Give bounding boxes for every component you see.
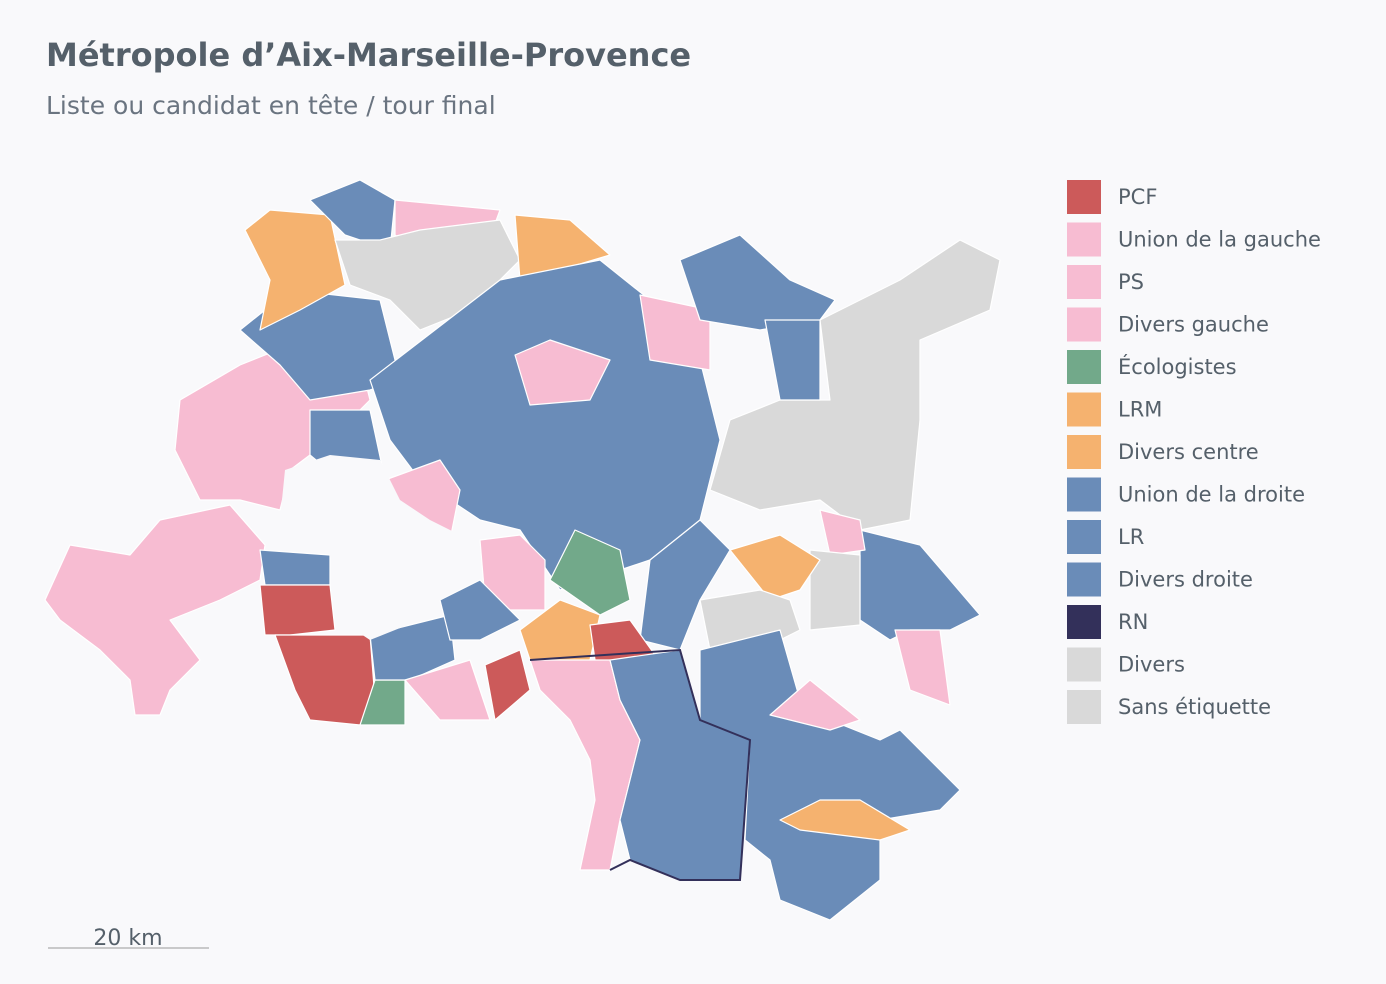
legend-label: Union de la gauche — [1118, 228, 1321, 252]
legend-label: RN — [1118, 610, 1148, 634]
region — [244, 209, 346, 331]
region — [309, 179, 396, 251]
region — [809, 549, 861, 631]
legend: PCF Union de la gauche PS Divers gauche Écol… — [1067, 180, 1321, 724]
legend-swatch — [1067, 477, 1101, 512]
region — [439, 579, 521, 641]
subtitle: Liste ou candidat en tête / tour final — [46, 91, 496, 120]
region — [484, 649, 531, 721]
legend-swatch — [1067, 222, 1101, 257]
legend-label: PS — [1118, 270, 1144, 294]
region — [769, 679, 861, 731]
region — [819, 509, 866, 556]
region — [259, 549, 331, 586]
region — [404, 659, 491, 721]
legend-label: LR — [1118, 525, 1144, 549]
legend-swatch — [1067, 180, 1101, 214]
legend-swatch — [1067, 392, 1101, 427]
legend-label: LRM — [1118, 398, 1162, 422]
legend-swatch — [1067, 265, 1101, 299]
legend-label: Divers — [1118, 653, 1185, 677]
lagoon — [280, 455, 475, 640]
legend-swatch — [1067, 435, 1101, 469]
legend-label: Écologistes — [1118, 354, 1237, 379]
region — [679, 234, 836, 331]
scale-label: 20 km — [93, 926, 162, 951]
region — [549, 529, 631, 616]
legend-swatch — [1067, 350, 1101, 384]
legend-label: Sans étiquette — [1118, 695, 1271, 719]
legend-label: PCF — [1118, 185, 1157, 209]
legend-swatch — [1067, 562, 1101, 597]
legend-swatch — [1067, 307, 1101, 342]
region — [259, 584, 336, 636]
legend-swatch — [1067, 605, 1101, 639]
region — [639, 294, 711, 371]
rn-outline — [529, 648, 752, 881]
title: Métropole d’Aix-Marseille-Provence — [46, 36, 691, 74]
legend-label: Divers droite — [1118, 568, 1253, 592]
region — [44, 504, 266, 716]
legend-swatch — [1067, 647, 1101, 682]
region — [779, 799, 911, 841]
map — [44, 179, 1001, 921]
legend-label: Union de la droite — [1118, 483, 1305, 507]
legend-swatch — [1067, 690, 1101, 724]
legend-swatch — [1067, 520, 1101, 554]
legend-label: Divers centre — [1118, 440, 1259, 464]
region — [514, 339, 611, 406]
region — [709, 239, 1001, 531]
legend-label: Divers gauche — [1118, 313, 1269, 337]
region — [764, 319, 821, 401]
region — [894, 629, 951, 706]
